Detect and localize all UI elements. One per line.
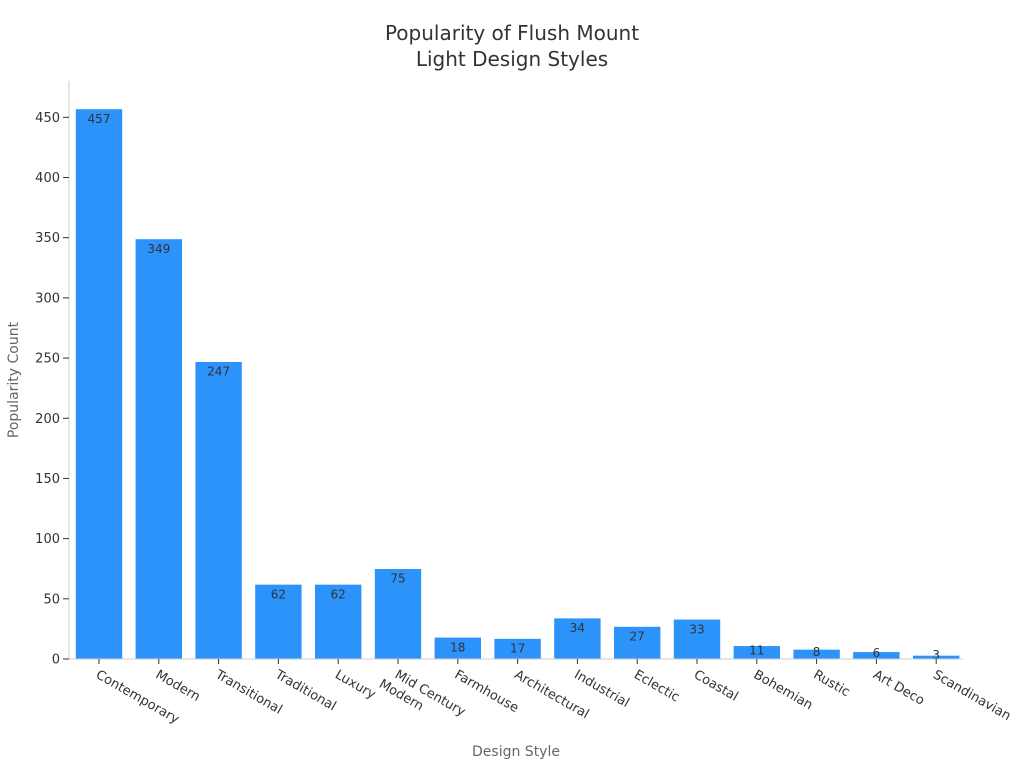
x-tick-label-line: Bohemian xyxy=(751,667,815,713)
bar-value-label: 6 xyxy=(873,646,881,660)
bar xyxy=(135,238,183,660)
bar xyxy=(194,361,243,660)
bar-value-label: 18 xyxy=(450,640,465,654)
x-tick-label: Mid CenturyModern xyxy=(376,663,468,734)
x-tick-label-line: Scandinavian xyxy=(930,667,1013,724)
bars: 457 349 247 62 62 75 18 17 34 27 33 11 8 6 3 xyxy=(75,108,961,662)
bar-value-label: 11 xyxy=(749,644,764,658)
bar xyxy=(673,618,721,660)
bar-value-label: 3 xyxy=(932,648,940,662)
x-tick-label-line: Eclectic xyxy=(631,667,682,705)
x-tick-label: Art Deco xyxy=(870,667,927,708)
bar-value-label: 27 xyxy=(630,630,645,644)
x-tick-label-line: Rustic xyxy=(811,667,853,700)
x-tick-label: Bohemian xyxy=(751,667,815,713)
bar-value-label: 75 xyxy=(390,572,405,586)
y-axis-label: Popularity Count xyxy=(6,321,22,438)
x-axis-label: Design Style xyxy=(472,744,560,760)
x-tick-label: Coastal xyxy=(691,667,740,704)
y-tick-label: 50 xyxy=(43,592,60,607)
x-tick-label-line: Transitional xyxy=(212,667,285,718)
x-tick-label: Scandinavian xyxy=(930,667,1013,724)
x-tick-label: Eclectic xyxy=(631,667,682,705)
bar-value-label: 17 xyxy=(510,642,525,656)
y-ticks: 0 50 100 150 200 250 300 350 400 450 xyxy=(35,111,69,668)
bar-value-label: 457 xyxy=(88,112,111,126)
x-tick-label-line: Luxury xyxy=(332,667,378,702)
bar-value-label: 34 xyxy=(570,621,585,635)
x-tick-label: Rustic xyxy=(811,667,853,700)
chart-title-line: Popularity of Flush Mount xyxy=(385,21,639,45)
bar-value-label: 247 xyxy=(207,365,230,379)
bar-value-label: 349 xyxy=(147,242,170,256)
y-tick-label: 250 xyxy=(35,352,60,367)
bar-value-label: 62 xyxy=(271,587,286,601)
x-tick-label-line: Art Deco xyxy=(870,667,927,708)
bar xyxy=(374,568,422,660)
bar xyxy=(254,584,303,660)
x-tick-label: Transitional xyxy=(212,667,285,718)
bar xyxy=(553,617,602,660)
bar-value-label: 62 xyxy=(331,587,346,601)
bar xyxy=(613,626,662,660)
y-tick-label: 450 xyxy=(35,111,60,126)
chart-title-line: Light Design Styles xyxy=(416,47,608,71)
x-tick-label-line: Coastal xyxy=(691,667,740,704)
bar xyxy=(314,584,363,660)
y-tick-label: 150 xyxy=(35,472,60,487)
y-tick-label: 400 xyxy=(35,171,60,186)
y-tick-label: 300 xyxy=(35,291,60,306)
bar-value-label: 33 xyxy=(689,622,704,636)
y-tick-label: 0 xyxy=(52,653,60,668)
y-tick-label: 100 xyxy=(35,532,60,547)
x-tick-label: Modern xyxy=(153,667,203,704)
x-tick-label: Luxury xyxy=(332,667,378,702)
y-tick-label: 350 xyxy=(35,231,60,246)
bar xyxy=(75,108,123,660)
x-tick-label-line: Modern xyxy=(153,667,203,704)
y-tick-label: 200 xyxy=(35,412,60,427)
bar-value-label: 8 xyxy=(813,645,821,659)
